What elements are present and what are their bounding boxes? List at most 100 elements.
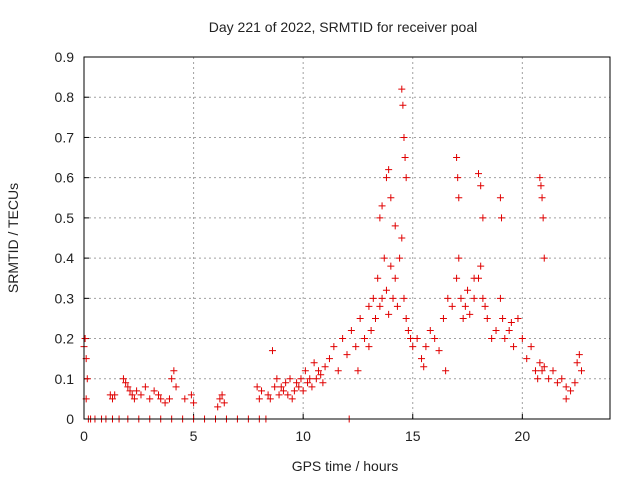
data-point <box>190 399 198 407</box>
data-point <box>347 327 355 335</box>
data-point <box>124 383 132 391</box>
data-point <box>514 314 522 322</box>
y-tick-label: 0 <box>66 411 74 427</box>
data-point <box>288 395 296 403</box>
data-point <box>319 379 327 387</box>
data-point <box>385 310 393 318</box>
data-point <box>306 375 314 383</box>
data-point <box>378 294 386 302</box>
data-point <box>380 254 388 262</box>
data-point <box>295 383 303 391</box>
data-point <box>454 174 462 182</box>
data-point <box>461 302 469 310</box>
data-point <box>481 302 489 310</box>
data-point <box>367 327 375 335</box>
data-point <box>376 214 384 222</box>
data-point <box>273 375 281 383</box>
data-point <box>308 383 316 391</box>
data-point <box>339 335 347 343</box>
data-point <box>470 294 478 302</box>
data-point <box>453 274 461 282</box>
data-point <box>538 367 546 375</box>
data-point <box>562 383 570 391</box>
data-point <box>398 85 406 93</box>
data-point <box>431 335 439 343</box>
data-point <box>378 202 386 210</box>
data-point <box>83 375 91 383</box>
data-point <box>220 399 228 407</box>
data-point <box>325 355 333 363</box>
data-point <box>266 395 274 403</box>
data-point <box>567 387 575 395</box>
data-point <box>459 314 467 322</box>
data-point <box>470 274 478 282</box>
data-point <box>562 395 570 403</box>
data-point <box>365 343 373 351</box>
data-point <box>413 335 421 343</box>
data-point <box>312 375 320 383</box>
data-point <box>553 379 561 387</box>
data-point <box>477 262 485 270</box>
y-tick-label: 0.7 <box>55 129 75 145</box>
data-point <box>126 387 134 395</box>
data-point <box>420 363 428 371</box>
data-point <box>496 294 504 302</box>
data-point <box>475 170 482 178</box>
data-point <box>409 343 417 351</box>
data-point <box>310 359 318 367</box>
data-point <box>282 379 290 387</box>
data-point <box>501 335 509 343</box>
data-point <box>141 383 149 391</box>
data-point <box>400 294 408 302</box>
data-point <box>371 314 379 322</box>
plot-frame <box>83 56 611 420</box>
data-point <box>137 391 145 399</box>
data-point <box>165 395 173 403</box>
data-point <box>523 355 531 363</box>
data-point <box>457 294 465 302</box>
data-point <box>396 254 404 262</box>
data-point <box>488 335 496 343</box>
data-point <box>578 367 586 375</box>
data-point <box>540 254 548 262</box>
data-point <box>404 327 412 335</box>
data-point <box>402 314 410 322</box>
data-point <box>168 375 176 383</box>
data-point <box>317 371 325 379</box>
data-point <box>466 310 474 318</box>
data-points <box>80 85 586 423</box>
data-point <box>464 286 472 294</box>
data-point <box>369 294 377 302</box>
data-point <box>573 359 581 367</box>
data-point <box>290 387 298 395</box>
data-point <box>479 214 487 222</box>
data-point <box>549 367 557 375</box>
data-point <box>271 383 279 391</box>
y-tick-label: 0.3 <box>55 290 75 306</box>
data-point <box>444 294 452 302</box>
data-point <box>401 154 409 162</box>
data-point <box>534 375 542 383</box>
data-point <box>275 391 283 399</box>
data-point <box>510 343 518 351</box>
data-point <box>539 214 547 222</box>
data-point <box>402 174 410 182</box>
data-point <box>492 327 500 335</box>
data-point <box>376 302 384 310</box>
data-point <box>439 314 447 322</box>
data-point <box>389 294 397 302</box>
data-point <box>181 395 189 403</box>
data-point <box>407 335 415 343</box>
data-point <box>498 214 506 222</box>
data-point <box>330 343 338 351</box>
x-tick-label: 15 <box>405 428 421 444</box>
data-point <box>170 367 178 375</box>
data-point <box>575 351 583 359</box>
data-point <box>321 363 329 371</box>
data-point <box>277 383 285 391</box>
data-point <box>279 387 287 395</box>
data-point <box>455 254 463 262</box>
data-point <box>527 343 535 351</box>
y-tick-label: 0.1 <box>55 371 75 387</box>
data-point <box>108 395 116 403</box>
